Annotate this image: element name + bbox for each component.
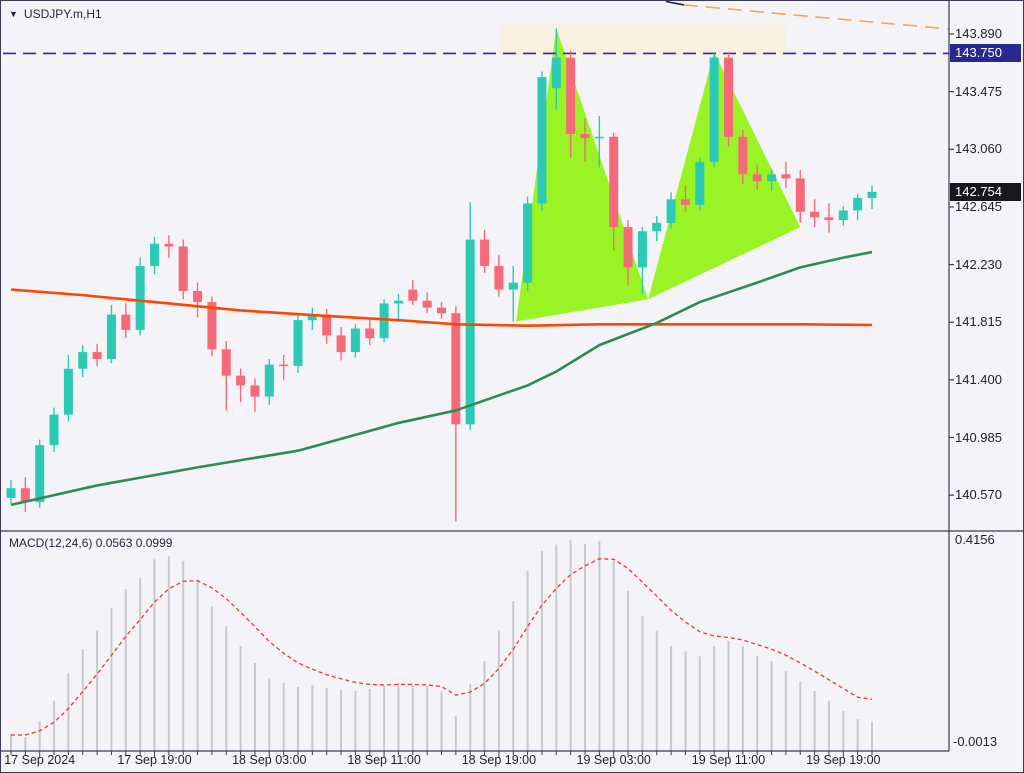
candle-body bbox=[451, 313, 461, 425]
candle-body bbox=[680, 199, 690, 205]
candle-body bbox=[724, 57, 733, 137]
candle-body bbox=[150, 243, 159, 266]
price-tick-label: 141.815 bbox=[955, 314, 1002, 330]
candle-body bbox=[465, 239, 475, 425]
candle-body bbox=[637, 231, 647, 268]
candle-body bbox=[63, 368, 73, 415]
price-tick-label: 142.645 bbox=[955, 198, 1002, 214]
time-tick-label: 18 Sep 11:00 bbox=[347, 753, 421, 767]
candle-body bbox=[178, 246, 188, 291]
macd-scale-max-label: 0.4156 bbox=[955, 532, 995, 547]
candle-body bbox=[508, 282, 518, 290]
candle-body bbox=[207, 302, 217, 350]
candle-body bbox=[164, 243, 174, 247]
candle-body bbox=[666, 199, 676, 223]
candle-body bbox=[537, 77, 547, 204]
candle-body bbox=[695, 161, 705, 205]
candle-body bbox=[551, 57, 561, 89]
price-tick-label: 141.400 bbox=[955, 371, 1002, 387]
symbol-label: ▼ USDJPY.m,H1 bbox=[9, 7, 102, 21]
symbol-text: USDJPY.m,H1 bbox=[23, 7, 102, 21]
price-tick-label: 143.890 bbox=[955, 26, 1002, 41]
macd-scale-min-label: -0.0013 bbox=[953, 734, 998, 749]
candle-body bbox=[623, 227, 633, 268]
candle-body bbox=[193, 290, 203, 303]
time-tick-label: 19 Sep 19:00 bbox=[806, 753, 881, 767]
resistance-zone-rect[interactable] bbox=[498, 24, 786, 57]
candle-body bbox=[652, 222, 662, 232]
candle-body bbox=[594, 136, 604, 139]
candle-body bbox=[336, 335, 346, 353]
candle-body bbox=[767, 174, 777, 182]
candle-body bbox=[408, 289, 418, 301]
last-price-badge: 142.754 bbox=[950, 182, 1021, 201]
price-tick-label: 143.475 bbox=[955, 83, 1002, 99]
candle-body bbox=[264, 364, 274, 397]
ma-orange-line bbox=[10, 288, 873, 327]
candle-body bbox=[78, 352, 88, 369]
candle-body bbox=[49, 414, 59, 446]
candle-body bbox=[20, 488, 30, 503]
candle-body bbox=[322, 314, 332, 336]
time-tick-label: 18 Sep 03:00 bbox=[232, 753, 307, 767]
candle-body bbox=[293, 320, 303, 366]
candle-body bbox=[810, 211, 820, 218]
time-tick-label: 17 Sep 2024 bbox=[4, 753, 76, 767]
candle-body bbox=[307, 314, 317, 321]
candle-body bbox=[393, 300, 403, 304]
candle-body bbox=[824, 217, 834, 221]
candle-body bbox=[437, 307, 446, 314]
candle-body bbox=[106, 314, 116, 360]
candle-body bbox=[6, 488, 16, 498]
candle-body bbox=[365, 328, 375, 339]
candle-body bbox=[279, 364, 289, 367]
candle-body bbox=[752, 174, 762, 182]
candle-body bbox=[853, 197, 863, 211]
candle-body bbox=[523, 203, 533, 283]
pattern-triangle-2[interactable] bbox=[648, 52, 801, 300]
time-tick-label: 17 Sep 19:00 bbox=[117, 753, 192, 767]
candle-body bbox=[709, 57, 719, 162]
candle-body bbox=[480, 239, 490, 266]
candle-body bbox=[379, 303, 389, 339]
macd-indicator-label: MACD(12,24,6) 0.0563 0.0999 bbox=[9, 536, 173, 550]
price-tick-label: 143.060 bbox=[955, 141, 1002, 157]
chart-frame bbox=[1, 1, 1023, 758]
pattern-triangle-1[interactable] bbox=[516, 28, 649, 322]
candle-body bbox=[580, 134, 590, 139]
candles-layer bbox=[6, 28, 877, 522]
candle-body bbox=[867, 191, 877, 198]
candle-body bbox=[566, 57, 576, 135]
time-tick-label: 19 Sep 11:00 bbox=[691, 753, 766, 767]
price-tick-label: 140.985 bbox=[955, 429, 1002, 445]
candle-body bbox=[795, 178, 805, 212]
candle-body bbox=[422, 300, 432, 308]
time-tick-label: 18 Sep 19:00 bbox=[461, 753, 537, 767]
candle-body bbox=[609, 136, 619, 228]
candle-body bbox=[250, 385, 260, 397]
trendline-dark-segment bbox=[665, 1, 685, 6]
candle-body bbox=[350, 328, 360, 353]
candle-body bbox=[35, 445, 45, 503]
candle-body bbox=[781, 174, 791, 179]
candle-body bbox=[236, 375, 246, 386]
symbol-dropdown-icon[interactable]: ▼ bbox=[9, 9, 18, 19]
candle-body bbox=[738, 136, 748, 175]
candle-body bbox=[221, 349, 231, 376]
descending-trendline[interactable] bbox=[683, 4, 950, 30]
macd-histogram bbox=[10, 539, 873, 751]
candle-body bbox=[494, 265, 504, 290]
candle-body bbox=[135, 265, 145, 330]
candle-body bbox=[838, 210, 848, 221]
resistance-price-badge: 143.750 bbox=[950, 44, 1021, 63]
candle-body bbox=[121, 314, 131, 330]
candle-body bbox=[92, 352, 102, 360]
double-top-pattern[interactable] bbox=[516, 28, 801, 322]
price-tick-label: 140.570 bbox=[955, 487, 1002, 503]
ma-green-line bbox=[10, 250, 873, 507]
price-tick-label: 142.230 bbox=[955, 256, 1002, 272]
time-tick-label: 19 Sep 03:00 bbox=[576, 753, 651, 767]
